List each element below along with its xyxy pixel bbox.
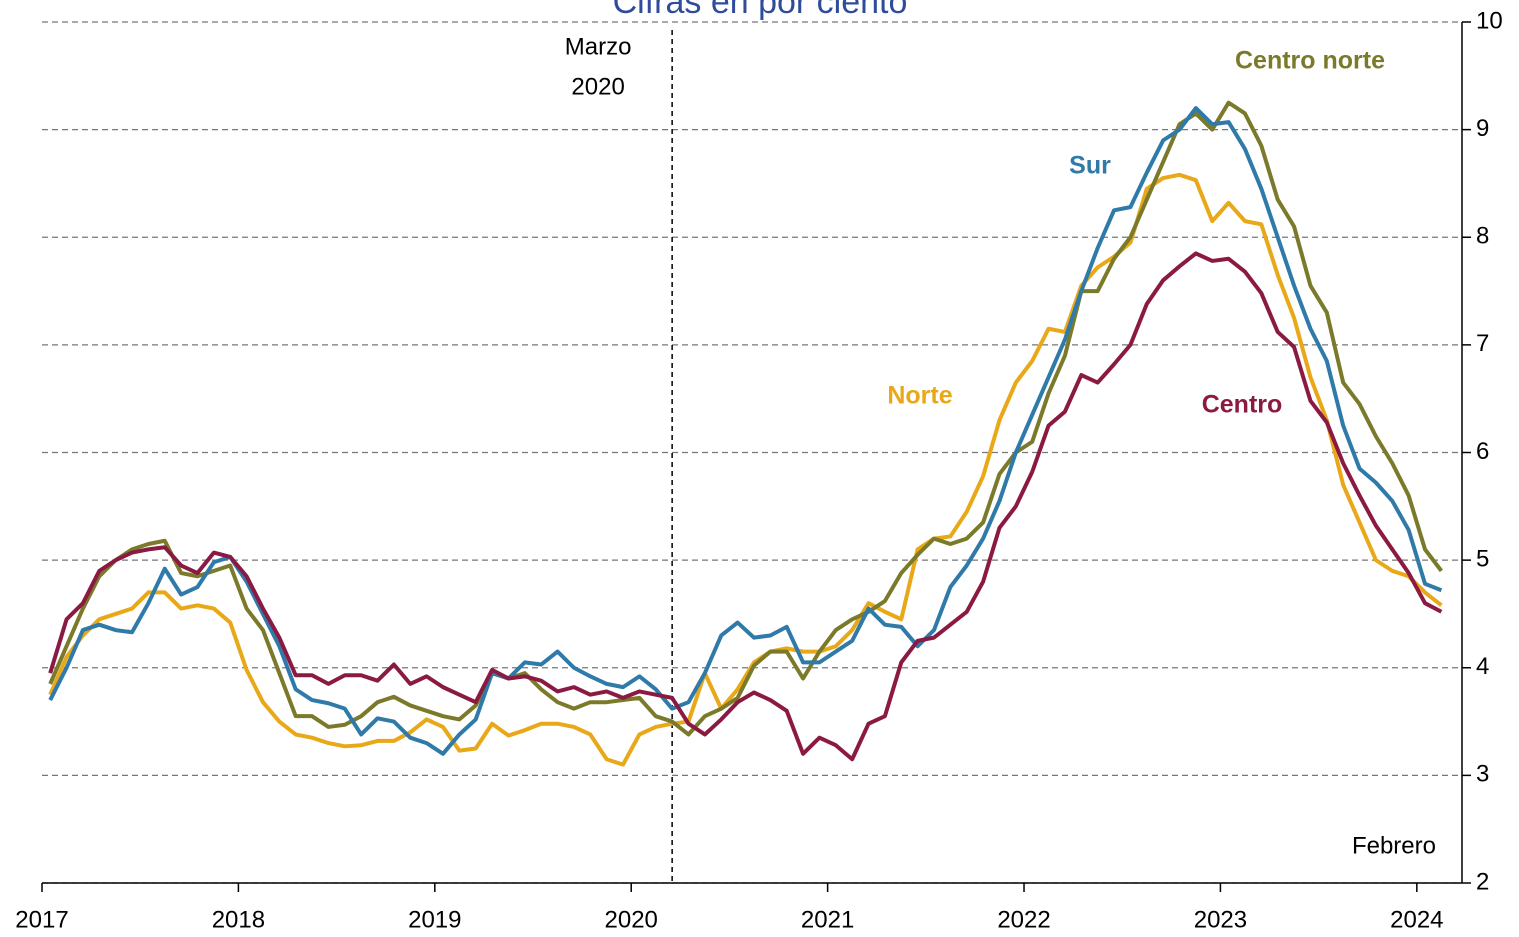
y-tick-label: 5 — [1476, 545, 1489, 572]
series-label: Norte — [887, 382, 952, 410]
x-tick-label: 2024 — [1390, 906, 1443, 933]
series-line — [48, 100, 1443, 737]
y-tick-label: 7 — [1476, 330, 1489, 357]
series-line — [48, 106, 1443, 756]
series-label: Centro — [1202, 391, 1283, 419]
y-tick-label: 3 — [1476, 761, 1489, 788]
x-tick-label: 2020 — [605, 906, 658, 933]
series-line — [48, 251, 1443, 762]
chart-title: Cifras en por ciento — [613, 0, 908, 21]
x-tick-label: 2021 — [801, 906, 854, 933]
x-tick-label: 2018 — [212, 906, 265, 933]
series-label: Sur — [1069, 152, 1111, 180]
y-tick-label: 8 — [1476, 223, 1489, 250]
x-tick-label: 2022 — [997, 906, 1050, 933]
y-tick-label: 4 — [1476, 653, 1489, 680]
series-line — [48, 172, 1443, 767]
y-tick-label: 6 — [1476, 438, 1489, 465]
annotation: Marzo — [565, 33, 632, 60]
x-tick-label: 2023 — [1194, 906, 1247, 933]
y-tick-label: 2 — [1476, 868, 1489, 895]
annotation: 2020 — [571, 73, 624, 100]
x-tick-label: 2017 — [15, 906, 68, 933]
y-tick-label: 9 — [1476, 115, 1489, 142]
annotation: Febrero — [1352, 832, 1436, 859]
x-tick-label: 2019 — [408, 906, 461, 933]
series-label: Centro norte — [1235, 47, 1385, 75]
y-tick-label: 10 — [1476, 7, 1503, 34]
